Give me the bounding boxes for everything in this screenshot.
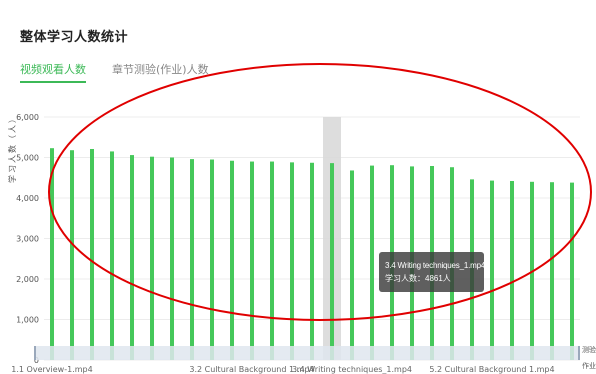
bar <box>70 150 74 360</box>
bar <box>210 159 214 360</box>
page-title: 整体学习人数统计 <box>20 30 129 45</box>
bar <box>570 182 574 360</box>
bar <box>270 161 274 360</box>
x-tick-label: 3.4 Writing techniques_1.mp4 <box>292 365 412 374</box>
slider-handle-right <box>578 346 580 360</box>
tooltip-value-row: 学习人数：4861人 <box>385 272 478 285</box>
slider-handle-left <box>34 346 36 360</box>
y-tick-label: 1,000 <box>16 316 39 325</box>
side-label-homework[interactable]: 作业 <box>582 362 596 370</box>
tooltip-value: 4861人 <box>425 274 451 283</box>
slider-track <box>34 346 580 360</box>
bar <box>90 148 94 360</box>
bar <box>170 157 174 360</box>
bar <box>130 155 134 360</box>
tooltip-label: 学习人数： <box>385 274 425 283</box>
y-tick-label: 5,000 <box>16 154 39 163</box>
bar <box>490 180 494 360</box>
y-tick-label: 4,000 <box>16 194 39 203</box>
tab-quiz-homework[interactable]: 章节测验(作业)人数 <box>112 63 209 76</box>
y-tick-label: 6,000 <box>16 113 39 122</box>
tooltip-title: 3.4 Writing techniques_1.mp4 <box>385 261 486 270</box>
x-tick-label: 5.2 Cultural Background 1.mp4 <box>429 365 554 374</box>
x-tick-label: 3.2 Cultural Background 1.mp4 <box>189 365 314 374</box>
bar <box>230 160 234 360</box>
zoom-slider <box>34 346 580 360</box>
bar <box>110 151 114 360</box>
y-axis-title: 学习人数（人） <box>7 113 17 183</box>
bar <box>250 161 254 360</box>
chart-tooltip: 3.4 Writing techniques_1.mp4 学习人数：4861人 <box>379 252 486 292</box>
bar <box>330 163 334 360</box>
annotation-ellipse <box>48 63 592 321</box>
x-axis: 1.1 Overview-1.mp4 3.2 Cultural Backgroun… <box>11 365 554 374</box>
side-label-quiz[interactable]: 测验 <box>582 346 596 354</box>
y-tick-label: 0 <box>34 356 39 365</box>
bar <box>370 165 374 360</box>
bar <box>350 170 354 360</box>
bars <box>50 148 574 360</box>
bar <box>150 156 154 360</box>
bar <box>310 162 314 360</box>
bar <box>550 182 554 360</box>
y-tick-label: 3,000 <box>16 235 39 244</box>
bar <box>510 180 514 360</box>
bar <box>190 159 194 360</box>
y-tick-label: 2,000 <box>16 275 39 284</box>
bar <box>50 148 54 360</box>
tab-video-viewers[interactable]: 视频观看人数 <box>20 63 86 83</box>
bar <box>290 162 294 360</box>
x-tick-label: 1.1 Overview-1.mp4 <box>11 365 92 374</box>
annotation-layer <box>48 63 592 321</box>
